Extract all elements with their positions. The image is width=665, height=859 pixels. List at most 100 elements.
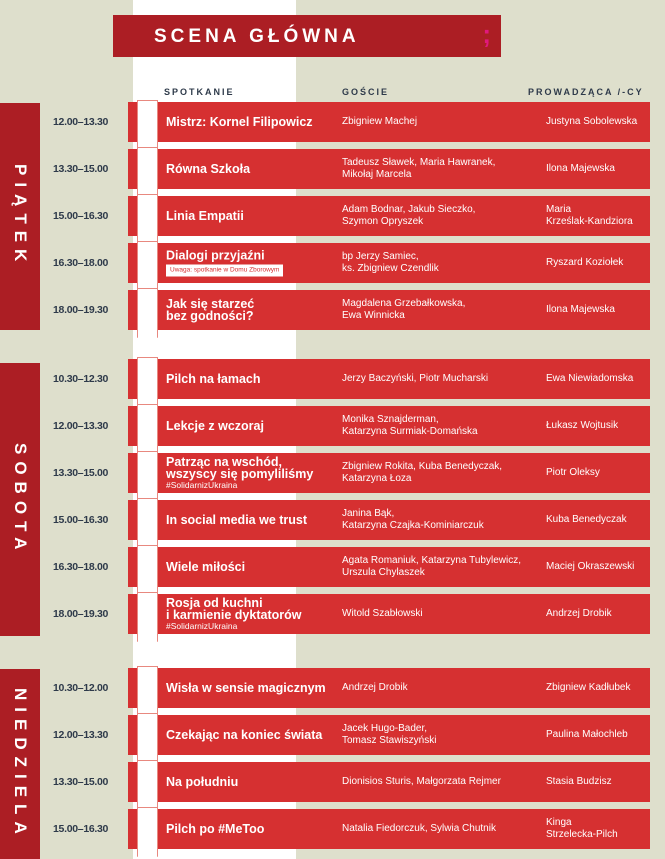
bookmark-icon <box>137 592 158 642</box>
page-title: SCENA GŁÓWNA <box>154 26 360 47</box>
day-name: NIEDZIELA <box>11 687 30 841</box>
event-row: Wiele miłości Agata Romaniuk, Katarzyna T… <box>128 545 650 595</box>
event-guests: Witold Szabłowski <box>342 608 423 619</box>
column-header-host: PROWADZĄCA /-CY <box>528 87 644 97</box>
day-label-niedziela: NIEDZIELA <box>0 669 40 859</box>
event-host: Andrzej Drobik <box>546 608 612 619</box>
event-title: Linia Empatii <box>166 209 244 223</box>
event-title-text: Wisła w sensie magicznym <box>166 681 326 695</box>
bookmark-icon <box>137 357 158 407</box>
event-host: Kuba Benedyczak <box>546 514 627 525</box>
event-row: Linia Empatii Adam Bodnar, Jakub Sieczko,… <box>128 194 650 244</box>
title-bar: SCENA GŁÓWNA ; <box>113 15 501 57</box>
event-guests: Tadeusz Sławek, Maria Hawranek, Mikołaj … <box>342 157 496 180</box>
event-row: Pilch po #MeToo Natalia Fiedorczuk, Sylwi… <box>128 807 650 857</box>
event-title-text: Na południu <box>166 775 239 789</box>
event-time: 13.30–15.00 <box>53 467 109 479</box>
event-guests: Monika Sznajderman, Katarzyna Surmiak-Do… <box>342 414 478 437</box>
event-title-text: Dialogi przyjaźni <box>166 248 265 263</box>
event-row: Mistrz: Kornel Filipowicz Zbigniew Machej… <box>128 100 650 150</box>
event-title: Mistrz: Kornel Filipowicz <box>166 115 313 129</box>
event-time: 13.30–15.00 <box>53 163 109 175</box>
event-time: 12.00–13.30 <box>53 116 109 128</box>
event-host: Maria Krześlak-Kandziora <box>546 204 633 227</box>
event-guests: Jerzy Baczyński, Piotr Mucharski <box>342 373 489 384</box>
event-guests: Zbigniew Rokita, Kuba Benedyczak, Katarz… <box>342 461 503 484</box>
event-row: Lekcje z wczoraj Monika Sznajderman, Kata… <box>128 404 650 454</box>
event-title-text: Równa Szkoła <box>166 162 251 176</box>
event-row: Równa Szkoła Tadeusz Sławek, Maria Hawran… <box>128 147 650 197</box>
event-title-text: Czekając na koniec świata <box>166 728 323 742</box>
event-guests: Zbigniew Machej <box>342 116 418 127</box>
event-time: 15.00–16.30 <box>53 210 109 222</box>
event-guests: Jacek Hugo-Bader, Tomasz Stawiszyński <box>342 723 437 746</box>
bookmark-icon <box>137 241 158 291</box>
event-title-text: In social media we trust <box>166 513 308 527</box>
bookmark-icon <box>137 100 158 150</box>
event-guests: Dionisios Sturis, Małgorzata Rejmer <box>342 776 501 787</box>
event-title-text: Linia Empatii <box>166 209 244 223</box>
event-host: Ilona Majewska <box>546 163 615 174</box>
event-title: In social media we trust <box>166 513 308 527</box>
bookmark-icon <box>137 666 158 716</box>
day-name: PIĄTEK <box>11 164 30 269</box>
event-hashtag: #SolidarnizUkraina <box>166 480 238 490</box>
event-host: Paulina Małochleb <box>546 729 628 740</box>
event-guests: Adam Bodnar, Jakub Sieczko, Szymon Oprys… <box>342 204 476 227</box>
event-host: Zbigniew Kadłubek <box>546 682 631 693</box>
event-note: Uwaga: spotkanie w Domu Zborowym <box>166 264 284 277</box>
event-title-text: Patrząc na wschód, wszyscy się pomyliliś… <box>166 455 314 481</box>
event-time: 16.30–18.00 <box>53 561 109 573</box>
bookmark-icon <box>137 288 158 338</box>
event-title: Rosja od kuchni i karmienie dyktatorów #S… <box>166 597 301 631</box>
event-host: Piotr Oleksy <box>546 467 600 478</box>
event-host: Justyna Sobolewska <box>546 116 638 127</box>
day-label-sobota: SOBOTA <box>0 363 40 636</box>
bookmark-icon <box>137 194 158 244</box>
bookmark-icon <box>137 760 158 810</box>
event-row: Rosja od kuchni i karmienie dyktatorów #S… <box>128 592 650 642</box>
event-title: Równa Szkoła <box>166 162 251 176</box>
logo-mark: ; <box>482 19 491 49</box>
event-time: 15.00–16.30 <box>53 514 109 526</box>
bookmark-icon <box>137 147 158 197</box>
day-label-piątek: PIĄTEK <box>0 103 40 330</box>
event-title: Dialogi przyjaźni Uwaga: spotkanie w Domu… <box>166 248 284 277</box>
bookmark-icon <box>137 807 158 857</box>
event-title: Czekając na koniec świata <box>166 728 323 742</box>
column-header-meeting: SPOTKANIE <box>164 87 235 97</box>
event-guests: Agata Romaniuk, Katarzyna Tubylewicz, Ur… <box>342 555 521 578</box>
event-row: Dialogi przyjaźni Uwaga: spotkanie w Domu… <box>128 241 650 291</box>
event-row: Pilch na łamach Jerzy Baczyński, Piotr Mu… <box>128 357 650 407</box>
bookmark-icon <box>137 498 158 548</box>
event-title-text: Wiele miłości <box>166 560 246 574</box>
column-header-guests: GOŚCIE <box>342 87 390 97</box>
event-time: 15.00–16.30 <box>53 823 109 835</box>
event-title: Na południu <box>166 775 239 789</box>
event-row: Na południu Dionisios Sturis, Małgorzata … <box>128 760 650 810</box>
event-time: 16.30–18.00 <box>53 257 109 269</box>
event-title: Pilch na łamach <box>166 372 261 386</box>
event-guests: bp Jerzy Samiec, ks. Zbigniew Czendlik <box>342 251 439 274</box>
event-title: Wisła w sensie magicznym <box>166 681 326 695</box>
event-host: Stasia Budzisz <box>546 776 612 787</box>
event-row: Jak się starzeć bez godności? Magdalena G… <box>128 288 650 338</box>
event-title: Jak się starzeć bez godności? <box>166 297 255 323</box>
event-time: 18.00–19.30 <box>53 608 109 620</box>
event-title-text: Mistrz: Kornel Filipowicz <box>166 115 313 129</box>
event-host: Maciej Okraszewski <box>546 561 635 572</box>
bookmark-icon <box>137 713 158 763</box>
event-row: Patrząc na wschód, wszyscy się pomyliliś… <box>128 451 650 501</box>
event-guests: Magdalena Grzebałkowska, Ewa Winnicka <box>342 298 466 321</box>
event-time: 12.00–13.30 <box>53 420 109 432</box>
event-title-text: Pilch po #MeToo <box>166 822 265 836</box>
event-time: 12.00–13.30 <box>53 729 109 741</box>
event-guests: Natalia Fiedorczuk, Sylwia Chutnik <box>342 823 496 834</box>
event-title-text: Pilch na łamach <box>166 372 261 386</box>
event-host: Łukasz Wojtusik <box>546 420 619 431</box>
event-title: Wiele miłości <box>166 560 246 574</box>
event-title-text: Jak się starzeć bez godności? <box>166 297 255 323</box>
event-title: Lekcje z wczoraj <box>166 420 264 433</box>
event-time: 10.30–12.00 <box>53 682 109 694</box>
event-host: Ewa Niewiadomska <box>546 373 634 384</box>
